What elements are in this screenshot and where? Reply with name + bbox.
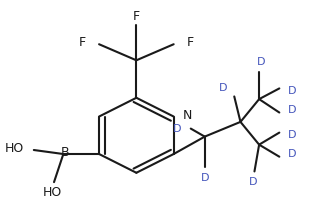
- Text: D: D: [200, 173, 209, 183]
- Text: D: D: [256, 57, 265, 67]
- Text: N: N: [183, 109, 192, 122]
- Text: D: D: [287, 149, 296, 159]
- Text: D: D: [287, 105, 296, 115]
- Text: D: D: [219, 83, 228, 93]
- Text: F: F: [133, 10, 140, 23]
- Text: D: D: [173, 124, 181, 134]
- Text: HO: HO: [5, 142, 24, 155]
- Text: B: B: [61, 146, 69, 159]
- Text: D: D: [249, 177, 257, 187]
- Text: D: D: [287, 86, 296, 96]
- Text: F: F: [79, 36, 86, 49]
- Text: D: D: [287, 130, 296, 140]
- Text: F: F: [187, 36, 194, 49]
- Text: HO: HO: [43, 186, 62, 199]
